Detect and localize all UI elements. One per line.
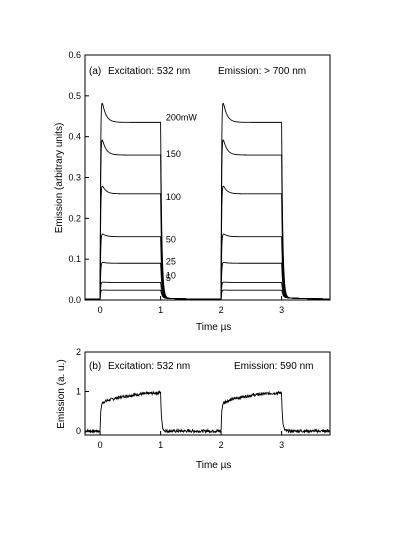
panel-b: 0 1 2 0 1 2 3 (b) Excitation: 532 nm Emission… — [56, 347, 331, 471]
panel-a-x-tick-label: 2 — [219, 305, 224, 315]
panel-b-x-axis-label: Time µs — [196, 460, 231, 471]
panel-b-label: (b) — [89, 361, 101, 372]
panel-a-y-tick-label: 0.3 — [68, 173, 81, 183]
panel-b-y-axis-label: Emission (a. u.) — [56, 359, 67, 428]
panel-a-series-labels: 200mW 150 100 50 25 105 — [166, 112, 198, 283]
series-label-200mW: 200mW — [166, 112, 198, 122]
series-label-50: 50 — [166, 235, 176, 245]
panel-b-y-tick-label: 1 — [76, 387, 81, 397]
panel-b-x-tick-label: 0 — [98, 440, 103, 450]
panel-a-x-tick-label: 0 — [98, 305, 103, 315]
panel-a-y-tick-label: 0.2 — [68, 213, 81, 223]
series-label-25: 25 — [166, 256, 176, 266]
panel-b-y-tick-label: 0 — [76, 426, 81, 436]
panel-a-emission-annotation: Emission: > 700 nm — [218, 66, 306, 77]
series-line-5 — [85, 289, 330, 300]
panel-b-x-tick-label: 2 — [219, 440, 224, 450]
panel-b-x-ticks: 0 1 2 3 — [98, 431, 284, 450]
panel-b-frame — [84, 351, 331, 436]
series-line-50 — [85, 233, 330, 300]
series-label-5: 5 — [166, 273, 171, 283]
panel-a-y-tick-label: 0.5 — [68, 91, 81, 101]
series-line-200mW — [85, 102, 330, 300]
panel-a-y-tick-label: 0.6 — [68, 50, 81, 60]
series-line-590nm — [84, 390, 331, 435]
series-line-150 — [85, 139, 330, 300]
panel-a-y-axis-label: Emission (arbitrary units) — [54, 123, 65, 234]
panel-a-y-ticks: 0.0 0.1 0.2 0.3 0.4 0.5 0.6 — [68, 50, 89, 305]
series-line-25 — [85, 261, 330, 300]
panel-b-y-tick-label: 2 — [76, 347, 81, 357]
series-label-10: 10 — [166, 270, 176, 280]
panel-a-y-tick-label: 0.0 — [68, 295, 81, 305]
series-label-100: 100 — [166, 192, 181, 202]
panel-a-x-tick-label: 3 — [279, 305, 284, 315]
panel-a-excitation-annotation: Excitation: 532 nm — [108, 66, 190, 77]
series-label-150: 150 — [166, 149, 181, 159]
panel-b-x-tick-label: 1 — [158, 440, 163, 450]
panel-b-x-tick-label: 3 — [279, 440, 284, 450]
panel-b-emission-annotation: Emission: 590 nm — [234, 361, 313, 372]
panel-a-curves — [85, 102, 330, 300]
panel-b-curves — [84, 390, 331, 435]
panel-a-x-tick-label: 1 — [158, 305, 163, 315]
panel-a-y-tick-label: 0.4 — [68, 132, 81, 142]
panel-a-y-tick-label: 0.1 — [68, 254, 81, 264]
panel-b-excitation-annotation: Excitation: 532 nm — [108, 361, 190, 372]
panel-a-x-axis-label: Time µs — [196, 322, 231, 333]
panel-b-y-ticks: 0 1 2 — [76, 347, 89, 436]
panel-a-label: (a) — [89, 66, 101, 77]
